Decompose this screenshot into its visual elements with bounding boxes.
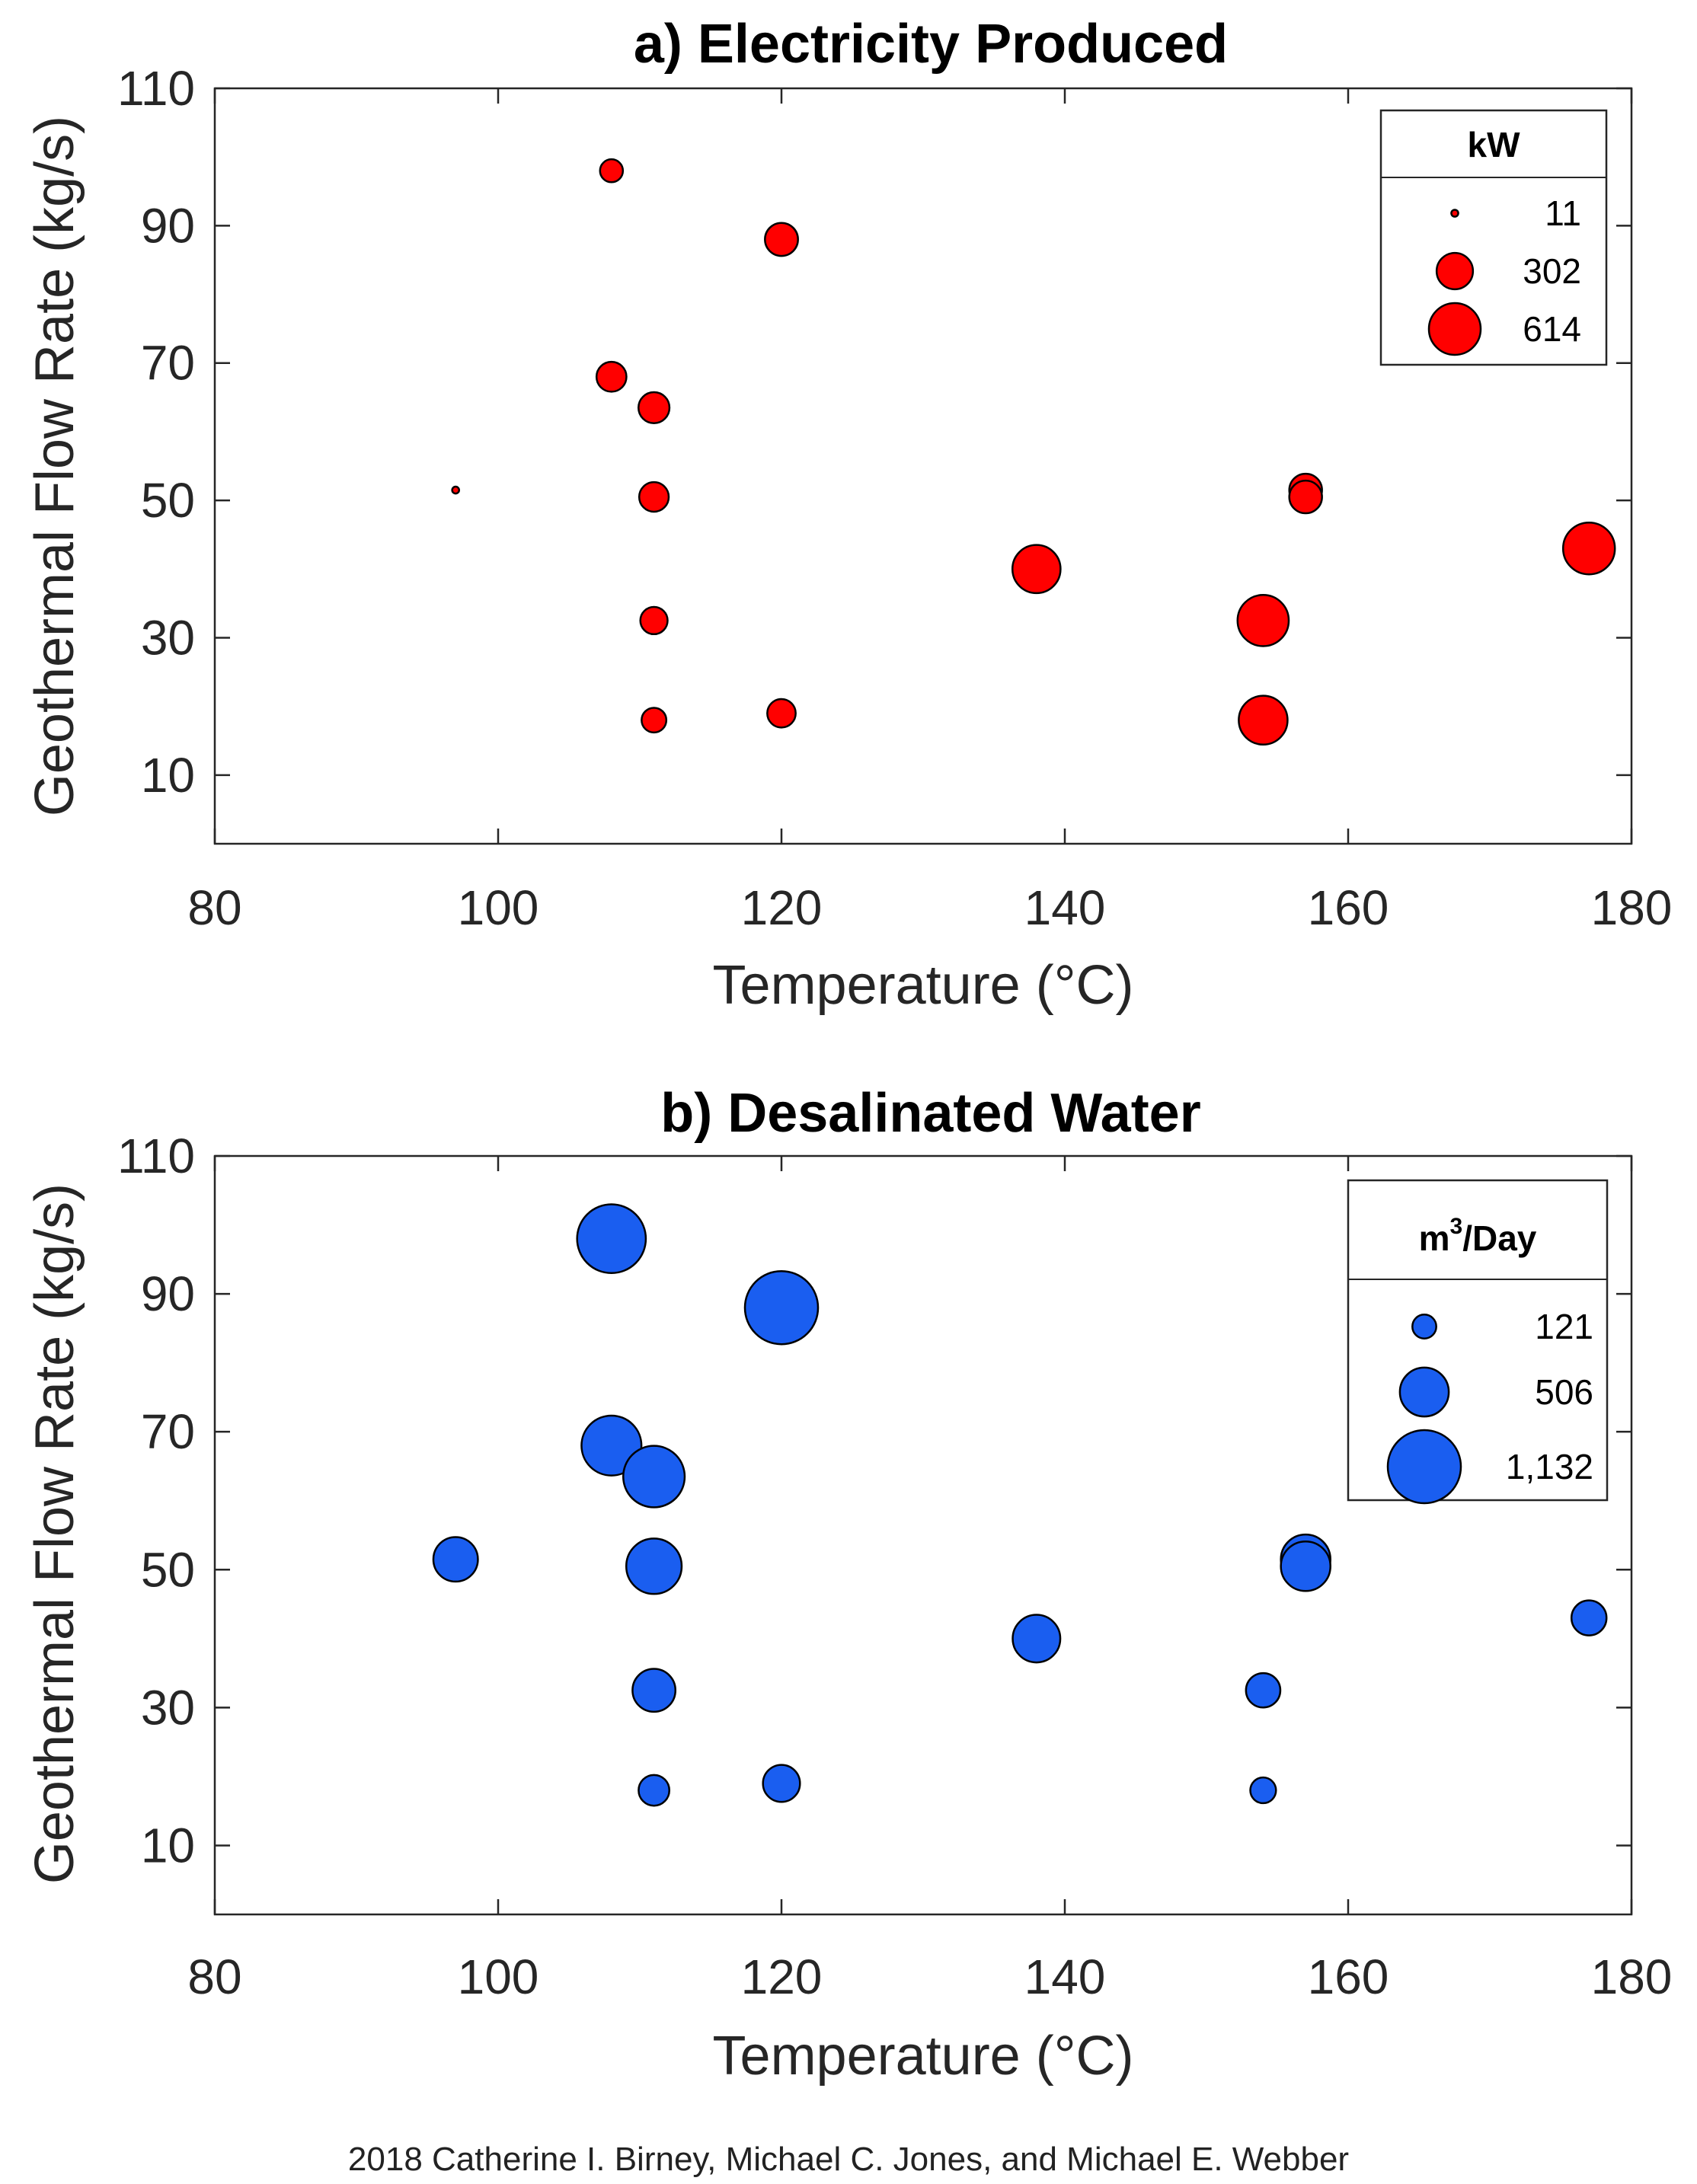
- x-tick-label: 180: [1591, 880, 1673, 935]
- data-point: [631, 1668, 677, 1713]
- legend: m3/Day 121 506 1,132: [1347, 1179, 1609, 1505]
- data-point: [595, 360, 628, 393]
- data-point: [637, 391, 671, 424]
- x-tick-label: 80: [187, 880, 241, 935]
- data-point: [1245, 1672, 1282, 1709]
- copyright-credit: 2018 Catherine I. Birney, Michael C. Jon…: [348, 2141, 1349, 2178]
- x-tick-label: 140: [1024, 880, 1106, 935]
- legend-label: 121: [1535, 1307, 1593, 1346]
- legend: kW 11 302 614: [1379, 109, 1608, 366]
- legend-box: [1347, 1179, 1609, 1502]
- panel-electricity: a) Electricity Produced 10 30 50 70 90 110 80…: [24, 14, 1672, 1016]
- legend-marker: [1435, 251, 1475, 291]
- legend-items: 121 506 1,132: [1386, 1307, 1593, 1505]
- data-point: [580, 1414, 643, 1477]
- data-point: [638, 481, 670, 513]
- y-tick-label: 70: [141, 336, 195, 391]
- data-point: [766, 698, 797, 729]
- data-point: [599, 158, 625, 184]
- legend-marker: [1411, 1314, 1437, 1339]
- y-ticks: 10 30 50 70 90 110: [117, 61, 1631, 803]
- y-tick-label: 90: [141, 1266, 195, 1321]
- legend-marker: [1386, 1429, 1462, 1505]
- legend-label: 1,132: [1506, 1447, 1593, 1486]
- y-tick-label: 50: [141, 473, 195, 528]
- x-tick-label: 100: [458, 1949, 539, 2004]
- data-point: [638, 1774, 671, 1807]
- legend-marker: [1427, 302, 1482, 356]
- data-point: [576, 1203, 647, 1275]
- y-tick-label: 110: [117, 1129, 195, 1183]
- x-tick-label: 160: [1308, 880, 1389, 935]
- data-point: [641, 707, 668, 734]
- plot-frame: [213, 1154, 1633, 1916]
- y-ticks: 10 30 50 70 90 110: [117, 1129, 1631, 1873]
- data-point: [639, 605, 669, 636]
- legend-label: 11: [1545, 193, 1581, 233]
- y-axis-label: Geothermal Flow Rate (kg/s): [24, 1183, 85, 1884]
- y-tick-label: 30: [141, 610, 195, 665]
- x-axis-label: Temperature (°C): [713, 955, 1134, 1016]
- y-tick-label: 70: [141, 1404, 195, 1459]
- x-tick-label: 120: [741, 1949, 823, 2004]
- data-point: [743, 1269, 820, 1346]
- data-point: [1238, 694, 1289, 746]
- data-point: [1236, 594, 1290, 647]
- legend-label: 506: [1535, 1372, 1593, 1412]
- legend-label: 614: [1523, 309, 1581, 349]
- data-point: [1570, 1599, 1608, 1636]
- legend-label: 302: [1523, 251, 1581, 291]
- y-tick-label: 10: [141, 1818, 195, 1873]
- legend-title: m3/Day: [1419, 1214, 1537, 1258]
- legend-box: [1379, 109, 1608, 366]
- x-axis-label: Temperature (°C): [713, 2026, 1134, 2087]
- x-ticks: 80 100 120 140 160 180: [187, 1156, 1672, 2004]
- data-point: [1280, 1540, 1331, 1592]
- x-ticks: 80 100 120 140 160 180: [187, 88, 1672, 935]
- data-point: [1011, 1614, 1062, 1664]
- data-point: [1561, 521, 1616, 576]
- data-point: [1011, 544, 1062, 595]
- legend-title: kW: [1468, 125, 1521, 164]
- y-tick-label: 30: [141, 1680, 195, 1735]
- plot-frame: [213, 87, 1633, 845]
- y-tick-label: 90: [141, 198, 195, 253]
- legend-marker: [1450, 209, 1459, 218]
- x-tick-label: 160: [1308, 1949, 1389, 2004]
- data-points: [432, 1203, 1608, 1807]
- data-point: [451, 485, 461, 495]
- legend-items: 11 302 614: [1427, 193, 1581, 356]
- data-point: [625, 1537, 683, 1595]
- x-tick-label: 80: [187, 1949, 241, 2004]
- y-tick-label: 50: [141, 1542, 195, 1597]
- data-points: [451, 158, 1616, 746]
- x-tick-label: 180: [1591, 1949, 1673, 2004]
- data-point: [764, 222, 799, 257]
- x-tick-label: 100: [458, 880, 539, 935]
- data-point: [622, 1445, 686, 1509]
- data-point: [432, 1536, 479, 1583]
- chart-title: b) Desalinated Water: [660, 1083, 1201, 1144]
- legend-marker: [1398, 1366, 1450, 1418]
- data-point: [1249, 1776, 1277, 1805]
- x-tick-label: 140: [1024, 1949, 1106, 2004]
- x-tick-label: 120: [741, 880, 823, 935]
- data-point: [1288, 479, 1323, 515]
- y-tick-label: 10: [141, 748, 195, 803]
- chart-title: a) Electricity Produced: [634, 14, 1228, 75]
- y-axis-label: Geothermal Flow Rate (kg/s): [24, 116, 85, 816]
- y-tick-label: 110: [117, 61, 195, 116]
- panel-desalinated-water: b) Desalinated Water 10 30 50 70 90 110 80 100…: [24, 1083, 1672, 2087]
- data-point: [762, 1764, 801, 1803]
